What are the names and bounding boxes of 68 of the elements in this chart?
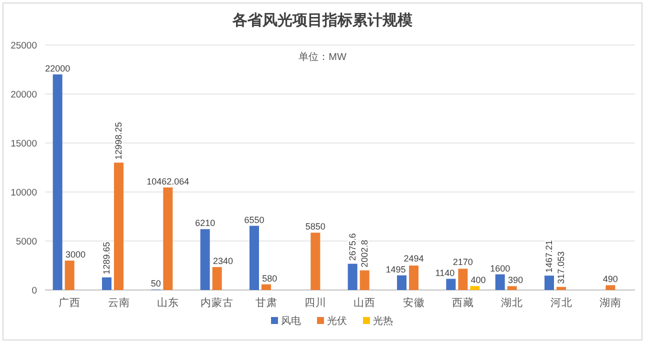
data-label: 400 [470, 275, 486, 286]
y-tick-label: 15000 [10, 138, 37, 150]
bar [262, 284, 271, 290]
data-label: 2340 [213, 256, 234, 266]
data-label: 6550 [244, 214, 264, 225]
bar [409, 266, 418, 290]
y-tick-label: 20000 [10, 90, 37, 100]
x-tick-label: 广西 [58, 296, 81, 309]
bar [397, 275, 406, 290]
bar [52, 74, 62, 290]
data-label: 10462.064 [146, 176, 190, 186]
data-label: 1140 [435, 268, 455, 278]
bar [212, 267, 222, 290]
bar [507, 286, 517, 290]
bar [458, 268, 468, 290]
data-label: 6210 [195, 218, 216, 228]
x-tick-label: 四川 [304, 296, 326, 309]
bar [360, 270, 370, 290]
data-label: 390 [508, 275, 523, 286]
bar [470, 286, 480, 290]
x-tick-label: 云南 [108, 296, 130, 309]
data-label: 1467.21 [544, 240, 554, 273]
y-tick-label: 0 [32, 286, 37, 296]
data-label: 3000 [66, 250, 86, 260]
data-label: 50 [150, 278, 161, 289]
text: 单位：MW [298, 51, 347, 63]
bar [163, 187, 173, 290]
bar [250, 226, 259, 290]
bar [102, 277, 112, 290]
bar [200, 229, 210, 290]
chart-title: 各省风光项目指标累计规模 [232, 12, 414, 29]
data-label: 2494 [404, 253, 424, 264]
bar [606, 285, 616, 290]
x-tick-label: 湖北 [501, 296, 524, 309]
data-label: 1495 [386, 264, 406, 274]
data-label: 2002.8 [360, 240, 370, 268]
x-tick-label: 河北 [550, 296, 572, 309]
x-tick-label: 安徽 [402, 296, 425, 309]
data-label: 490 [602, 274, 618, 284]
x-tick-label: 山东 [156, 296, 179, 309]
x-tick-label: 内蒙古 [200, 296, 234, 309]
x-tick-label: 西藏 [452, 296, 474, 309]
data-label: 12998.25 [114, 122, 124, 160]
data-label: 22000 [45, 63, 70, 74]
data-label: 580 [262, 273, 278, 284]
y-tick-label: 5000 [16, 236, 37, 248]
bar [64, 260, 74, 290]
x-tick-label: 甘肃 [255, 296, 278, 309]
legend-label: 光热 [373, 315, 393, 327]
x-tick-label: 湖南 [599, 296, 622, 309]
bar [348, 264, 358, 290]
data-label: 2675.6 [348, 233, 358, 261]
data-label: 5850 [305, 222, 326, 232]
y-tick-label: 25000 [10, 40, 37, 52]
x-tick-label: 山西 [354, 296, 376, 309]
legend-label: 风电 [281, 315, 301, 327]
bar [114, 162, 124, 290]
data-label: 2170 [452, 256, 473, 267]
bar [446, 278, 456, 290]
data-label: 1289.65 [102, 242, 112, 274]
data-label: 1600 [490, 263, 510, 274]
bar [544, 276, 554, 290]
bar [556, 286, 566, 290]
legend-label: 光伏 [327, 315, 347, 327]
bar [495, 274, 505, 290]
y-tick-label: 10000 [10, 188, 37, 198]
data-label: 317.053 [556, 251, 566, 284]
bar [310, 232, 320, 290]
